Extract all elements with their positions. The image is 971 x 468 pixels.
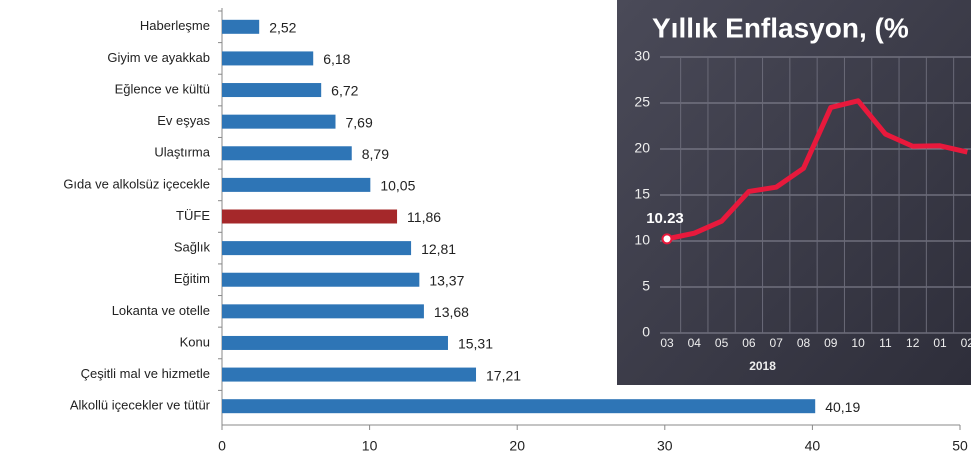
value-label: 7,69 — [346, 114, 373, 130]
bar — [222, 51, 313, 65]
bar — [222, 146, 352, 160]
bar — [222, 115, 336, 129]
y-tick-label: 0 — [642, 324, 650, 340]
point-label: 10.23 — [646, 210, 684, 227]
y-tick-label: 15 — [634, 186, 650, 202]
value-label: 2,52 — [269, 20, 296, 36]
x-tick-label: 10 — [362, 438, 378, 454]
y-tick-label: Alkollü içecekler ve tütür — [70, 398, 211, 413]
bar — [222, 368, 476, 382]
y-tick-label: Ev eşyas — [157, 113, 210, 128]
page: 01020304050Haberleşme2,52Giyim ve ayakka… — [0, 0, 971, 468]
y-tick-label: Lokanta ve otelle — [112, 303, 210, 318]
inset-background — [617, 0, 971, 385]
x-tick-label: 05 — [715, 336, 729, 350]
y-tick-label: Ulaştırma — [154, 145, 210, 160]
x-tick-label: 09 — [824, 336, 838, 350]
y-tick-label: Giyim ve ayakkab — [107, 50, 210, 65]
x-tick-label: 08 — [797, 336, 811, 350]
bar — [222, 399, 815, 413]
value-label: 13,37 — [429, 272, 464, 288]
y-tick-label: Eğlence ve kültü — [115, 81, 210, 96]
y-tick-label: Eğitim — [174, 271, 210, 286]
y-tick-label: 5 — [642, 278, 650, 294]
y-tick-label: 20 — [634, 140, 650, 156]
x-tick-label: 40 — [805, 438, 821, 454]
y-tick-label: Sağlık — [174, 240, 211, 255]
y-tick-label: 10 — [634, 232, 650, 248]
bar — [222, 241, 411, 255]
value-label: 12,81 — [421, 241, 456, 257]
value-label: 6,72 — [331, 83, 358, 99]
x-tick-label: 04 — [688, 336, 702, 350]
x-tick-label: 20 — [509, 438, 525, 454]
y-tick-label: Çeşitli mal ve hizmetle — [81, 366, 210, 381]
y-tick-label: Konu — [180, 334, 210, 349]
bar — [222, 210, 397, 224]
value-label: 8,79 — [362, 146, 389, 162]
x-tick-label: 07 — [770, 336, 784, 350]
value-label: 11,86 — [407, 209, 441, 225]
y-tick-label: 30 — [634, 48, 650, 64]
x-tick-label: 0 — [218, 438, 226, 454]
bar — [222, 178, 370, 192]
x-tick-label: 02 — [961, 336, 971, 350]
x-tick-label: 10 — [851, 336, 865, 350]
x-tick-label: 03 — [660, 336, 674, 350]
x-tick-label: 06 — [742, 336, 756, 350]
value-label: 13,68 — [434, 304, 469, 320]
y-tick-label: Gıda ve alkolsüz içecekle — [63, 176, 210, 191]
bar — [222, 20, 259, 34]
y-tick-label: Haberleşme — [140, 18, 210, 33]
x-tick-label: 11 — [879, 336, 892, 350]
bar — [222, 336, 448, 350]
y-tick-label: TÜFE — [176, 208, 210, 223]
bar — [222, 304, 424, 318]
x-tick-label: 12 — [906, 336, 920, 350]
bar — [222, 273, 419, 287]
value-label: 40,19 — [825, 399, 860, 415]
x-group-label: 2018 — [749, 359, 776, 373]
bar — [222, 83, 321, 97]
value-label: 10,05 — [380, 178, 415, 194]
x-tick-label: 50 — [952, 438, 968, 454]
inset-title: Yıllık Enflasyon, (% — [652, 12, 909, 43]
y-tick-label: 25 — [634, 94, 650, 110]
value-label: 17,21 — [486, 367, 521, 383]
first-point — [663, 234, 672, 243]
value-label: 6,18 — [323, 51, 350, 67]
value-label: 15,31 — [458, 336, 493, 352]
x-tick-label: 30 — [657, 438, 673, 454]
x-tick-label: 01 — [933, 336, 947, 350]
